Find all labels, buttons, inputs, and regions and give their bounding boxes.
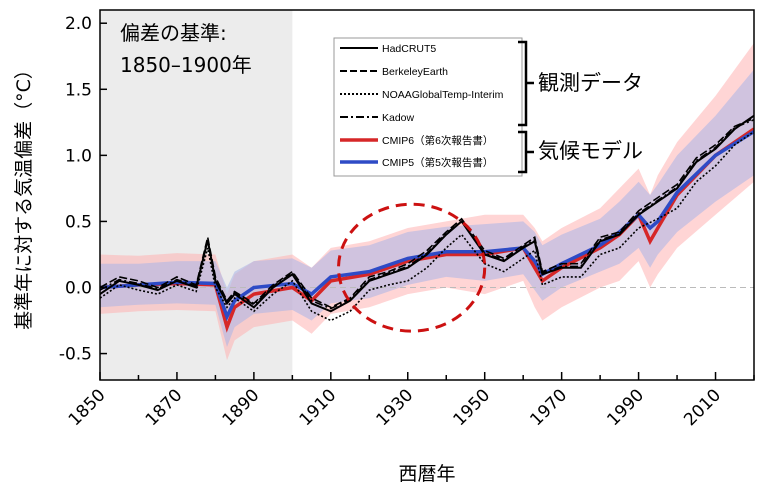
series-line-cmip5 — [100, 130, 754, 322]
y-tick-label-1-5: 1.5 — [65, 80, 92, 100]
model-group-bracket — [518, 130, 534, 174]
model-group-label: 気候モデル — [538, 139, 643, 163]
legend-label-cmip5: CMIP5（第5次報告書） — [382, 156, 493, 169]
observation-group-bracket — [518, 40, 534, 127]
legend-box — [333, 37, 523, 177]
y-axis-title: 基準年に対する気温偏差（°C） — [13, 60, 35, 330]
legend-label-hadcrut5: HadCRUT5 — [382, 43, 436, 55]
x-tick-label-1850: 1850 — [65, 385, 110, 430]
x-tick-label-1930: 1930 — [373, 385, 418, 430]
x-tick-label-2010: 2010 — [680, 385, 725, 430]
baseline-note-line1: 偏差の基準: — [120, 21, 227, 45]
x-axis-title: 西暦年 — [398, 463, 455, 485]
series-line-cmip6 — [100, 127, 754, 333]
legend-label-kadow: Kadow — [382, 112, 415, 124]
y-tick-label-0-5: 0.5 — [65, 212, 92, 232]
legend-label-cmip6: CMIP6（第6次報告書） — [382, 134, 493, 147]
observation-group-label: 観測データ — [538, 71, 643, 95]
series-line-noaaglobaltemp-interim — [100, 130, 754, 322]
y-tick-label-2-0: 2.0 — [65, 14, 92, 34]
x-tick-label-1950: 1950 — [450, 385, 495, 430]
legend-label-berkeleyearth: BerkeleyEarth — [382, 66, 448, 78]
highlight-ellipse — [337, 202, 487, 333]
y-tick-label-1-0: 1.0 — [65, 146, 92, 166]
cmip5-range-band — [100, 69, 754, 347]
y-axis-ticks: -0.5 0.0 0.5 1.0 1.5 2.0 — [59, 14, 107, 365]
legend-label-noaaglobaltemp-interim: NOAAGlobalTemp-Interim — [382, 89, 504, 101]
x-tick-label-1890: 1890 — [219, 385, 264, 430]
x-tick-label-1870: 1870 — [142, 385, 187, 430]
baseline-note-line2: 1850–1900年 — [120, 53, 252, 77]
y-tick-label-0-0: 0.0 — [65, 279, 92, 299]
plot-frame — [99, 9, 755, 381]
x-tick-label-1910: 1910 — [296, 385, 341, 430]
series-line-hadcrut5 — [100, 114, 754, 313]
y-tick-label-0-5: -0.5 — [59, 345, 92, 365]
x-tick-label-1970: 1970 — [526, 385, 571, 430]
legend: HadCRUT5 BerkeleyEarth NOAAGlobalTemp-In… — [333, 37, 523, 177]
x-tick-label-1990: 1990 — [603, 385, 648, 430]
